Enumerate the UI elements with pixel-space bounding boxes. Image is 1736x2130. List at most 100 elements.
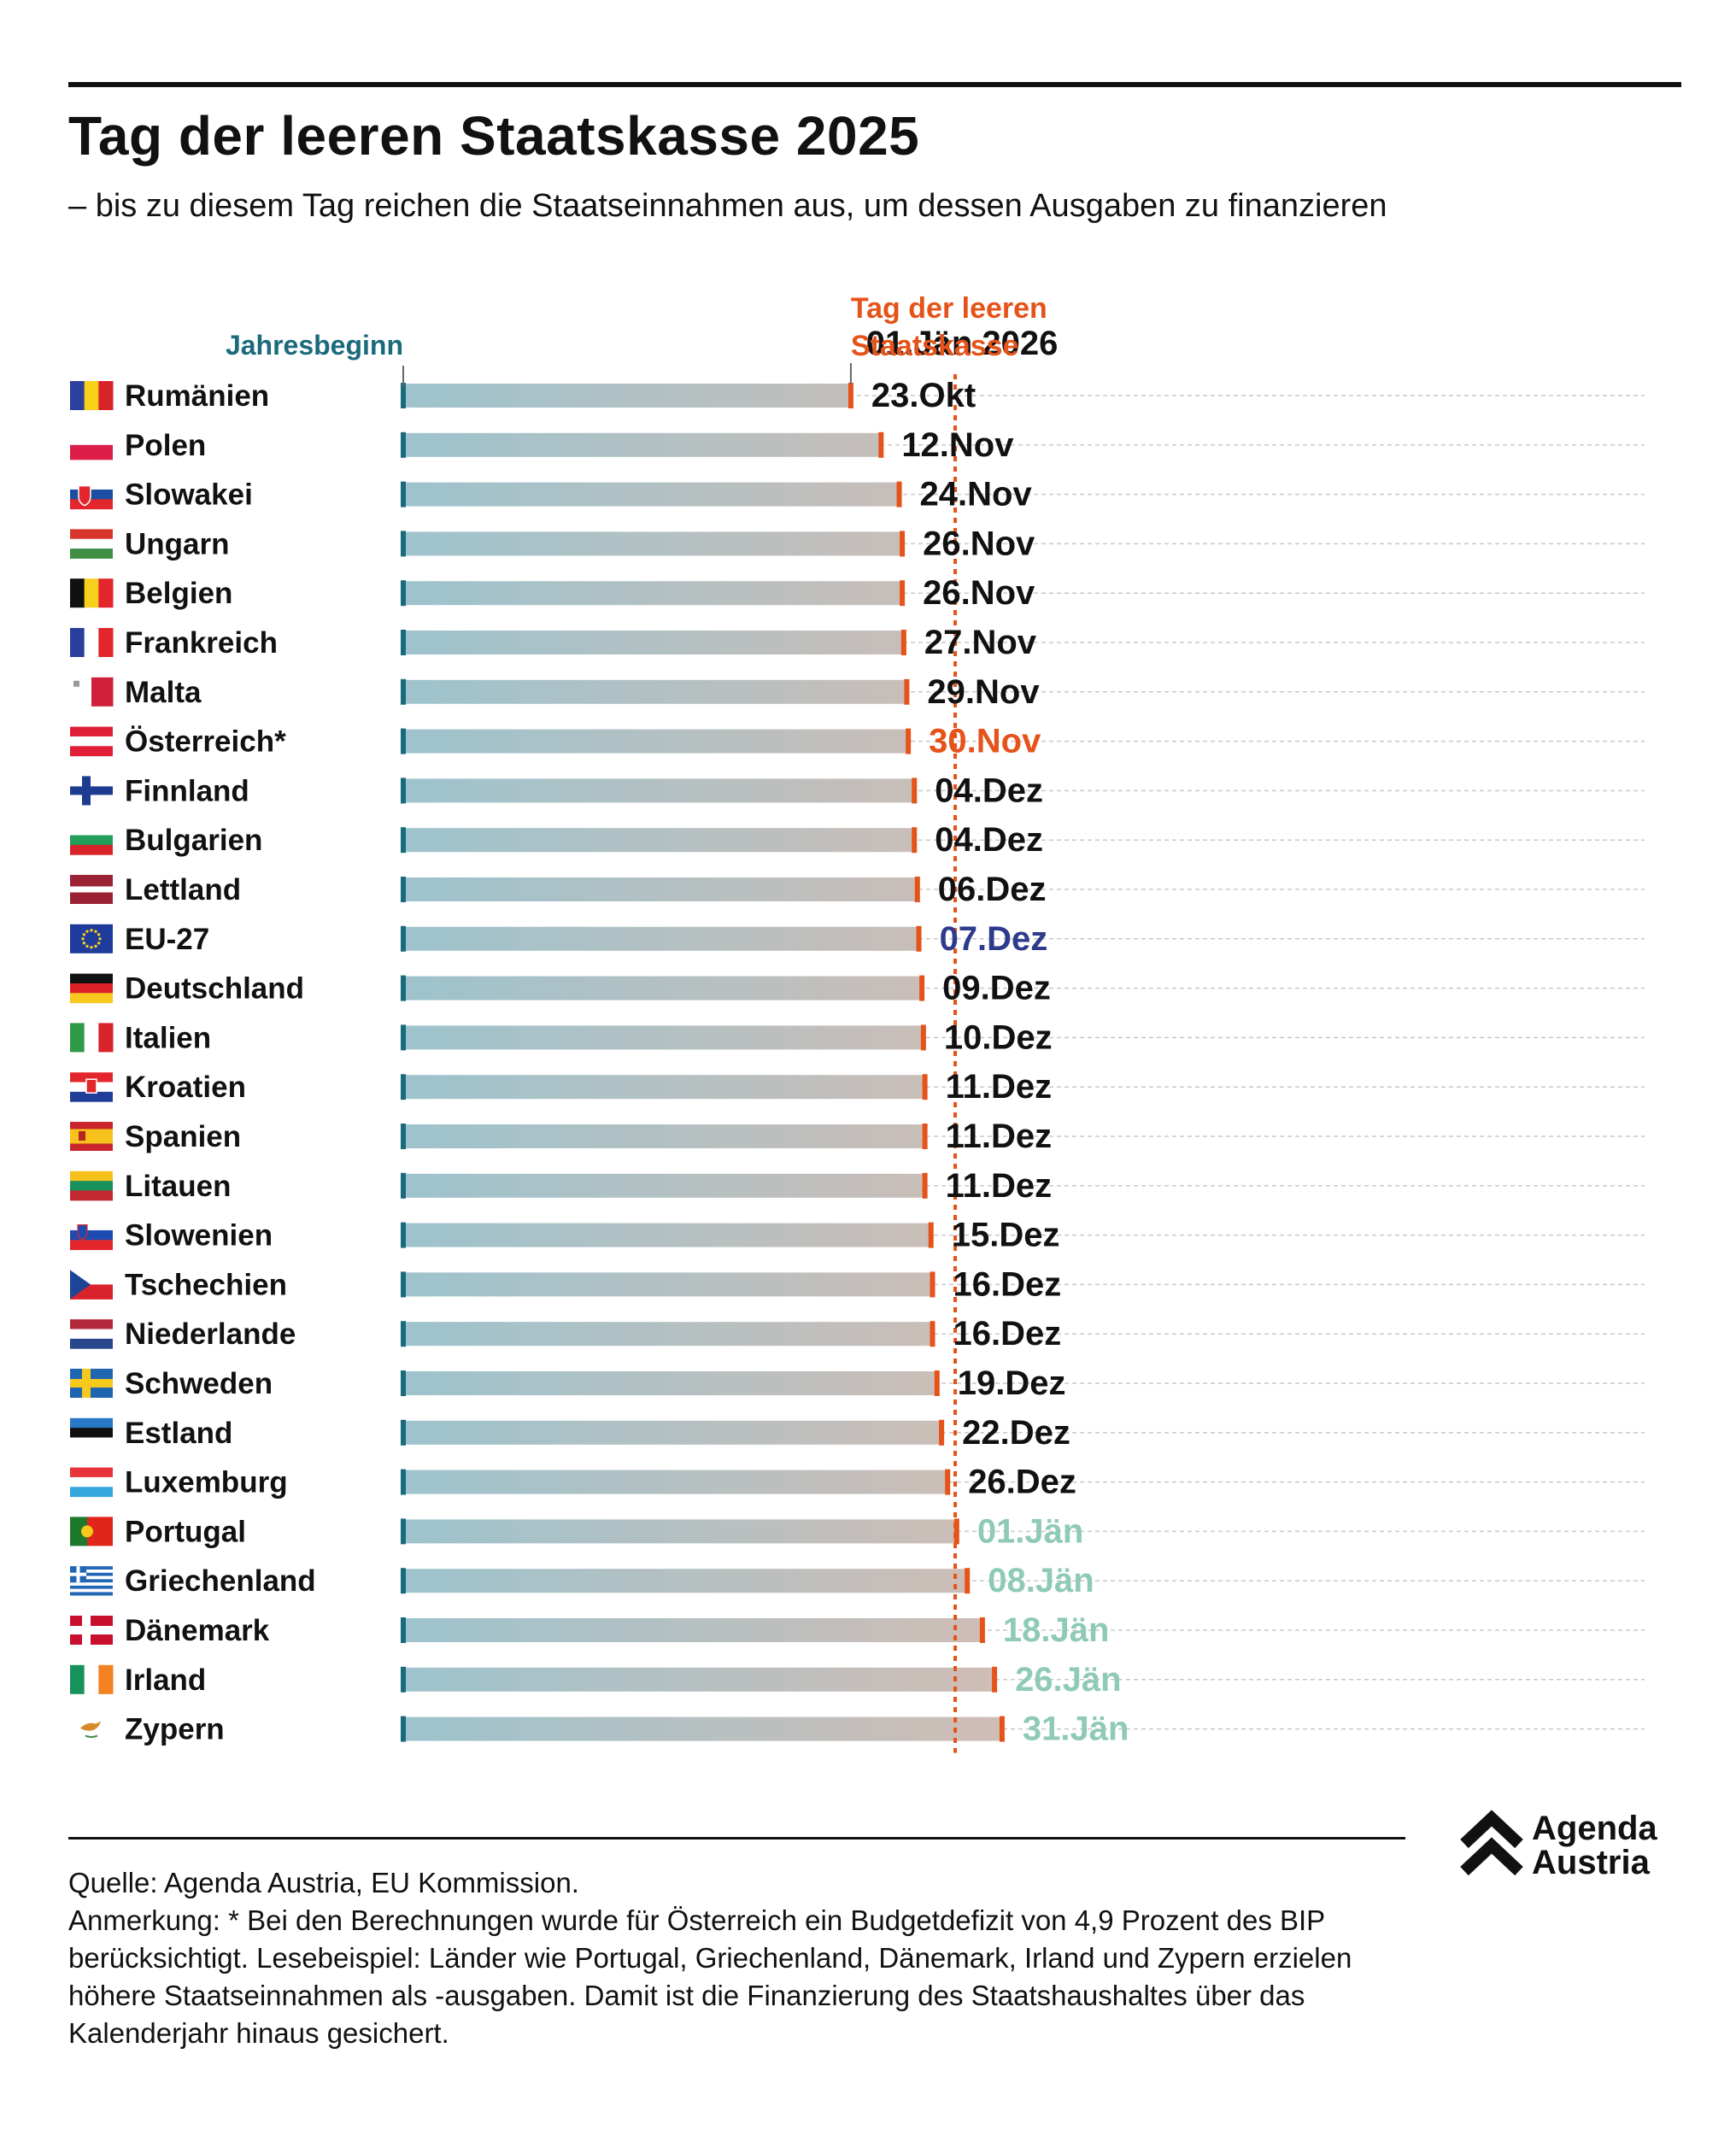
bar — [403, 1618, 982, 1642]
bar — [403, 828, 915, 853]
bar-start-marker — [401, 1716, 406, 1742]
value-label: 18.Jän — [1003, 1611, 1110, 1649]
legend: Jahresbeginn Tag der leeren Staatskasse — [226, 292, 1047, 386]
bar — [403, 1124, 925, 1148]
ireland-flag-icon — [70, 1664, 114, 1694]
greece-flag-icon — [70, 1566, 113, 1596]
finland-flag-icon — [70, 776, 113, 806]
bar-end-marker — [919, 975, 925, 1001]
slovakia-flag-icon — [70, 479, 113, 510]
bar-start-marker — [401, 827, 406, 854]
category-label: Slowenien — [125, 1219, 273, 1253]
value-label: 26.Jän — [1015, 1661, 1122, 1699]
category-label: Griechenland — [125, 1564, 316, 1598]
bar-start-marker — [401, 1617, 406, 1643]
bar-start-marker — [401, 1222, 406, 1248]
bar — [403, 1470, 948, 1494]
bar — [403, 631, 904, 654]
latvia-flag-icon — [70, 875, 113, 904]
bar-start-marker — [401, 1666, 406, 1693]
bar — [403, 877, 918, 901]
bar-end-marker — [922, 1172, 928, 1199]
austria-flag-icon — [70, 726, 113, 757]
bar-start-marker — [401, 728, 406, 754]
chart-title: Tag der leeren Staatskasse 2025 — [68, 105, 920, 167]
logo-text: Agenda Austria — [1532, 1811, 1657, 1880]
category-rows: 23.Okt Rumänien 12.Nov Polen 24.Nov Slowakei 2… — [70, 377, 1129, 1748]
poland-flag-icon — [70, 430, 113, 461]
bar-start-marker — [401, 877, 406, 902]
italy-flag-icon — [70, 1023, 114, 1053]
portugal-flag-icon — [70, 1517, 113, 1546]
legend-start-label: Jahresbeginn — [226, 330, 403, 361]
bar-start-marker — [401, 1419, 406, 1446]
bar-end-marker — [922, 1074, 928, 1100]
bar-end-marker — [916, 925, 922, 952]
category-label: Belgien — [125, 577, 232, 610]
bar-start-marker — [401, 1370, 406, 1396]
logo-line-2: Austria — [1532, 1844, 1650, 1881]
category-label: Polen — [125, 429, 206, 462]
bar-end-marker — [934, 1370, 940, 1396]
france-flag-icon — [70, 628, 114, 657]
bar-start-marker — [401, 1172, 406, 1199]
gridlines — [403, 395, 1645, 1730]
bar-start-marker — [401, 481, 406, 508]
bar — [403, 1272, 933, 1297]
bar-start-marker — [401, 925, 406, 952]
bar-start-marker — [401, 580, 406, 607]
belgium-flag-icon — [70, 578, 114, 608]
croatia-flag-icon — [70, 1072, 113, 1102]
value-label: 01.Jän — [977, 1512, 1084, 1550]
category-label: Deutschland — [125, 972, 304, 1006]
category-label: Zypern — [125, 1713, 225, 1746]
category-label: EU-27 — [125, 923, 209, 956]
bars — [401, 383, 1005, 1742]
category-label: Malta — [125, 676, 202, 709]
romania-flag-icon — [70, 381, 114, 410]
value-label: 15.Dez — [952, 1217, 1060, 1254]
bar-start-marker — [401, 1074, 406, 1100]
category-label: Kroatien — [125, 1071, 246, 1104]
bar-end-marker — [914, 877, 920, 902]
netherlands-flag-icon — [70, 1319, 113, 1349]
bar-end-marker — [953, 1518, 959, 1545]
category-label: Litauen — [125, 1170, 231, 1203]
bar-end-marker — [900, 531, 906, 557]
bar-end-marker — [912, 777, 918, 804]
bar — [403, 1519, 957, 1544]
category-label: Finnland — [125, 774, 249, 807]
bar-start-marker — [401, 1271, 406, 1298]
value-label: 24.Nov — [920, 476, 1033, 513]
value-label: 11.Dez — [946, 1167, 1053, 1205]
bulgaria-flag-icon — [70, 825, 113, 855]
bar-end-marker — [999, 1716, 1005, 1742]
bar-end-marker — [912, 827, 918, 854]
luxembourg-flag-icon — [70, 1467, 113, 1498]
bar — [403, 1569, 968, 1593]
bar-start-marker — [401, 630, 406, 655]
value-label: 04.Dez — [935, 772, 1043, 809]
value-label: 11.Dez — [946, 1068, 1053, 1106]
category-label: Niederlande — [125, 1317, 296, 1351]
bar — [403, 1667, 995, 1692]
bar-end-marker — [900, 580, 906, 607]
bar — [403, 729, 909, 754]
bar — [403, 926, 919, 951]
top-rule — [68, 82, 1681, 87]
value-label: 30.Nov — [929, 723, 1041, 760]
value-label: 26.Nov — [923, 574, 1035, 612]
category-label: Frankreich — [125, 626, 278, 660]
bar — [403, 531, 903, 556]
value-label: 19.Dez — [958, 1364, 1066, 1402]
category-label: Rumänien — [125, 379, 269, 413]
bar-start-marker — [401, 383, 406, 408]
bar — [403, 1322, 933, 1347]
cyprus-flag-icon — [70, 1714, 113, 1744]
bar — [403, 679, 907, 704]
bar-end-marker — [904, 678, 910, 705]
category-label: Tschechien — [125, 1268, 287, 1301]
category-label: Spanien — [125, 1120, 241, 1153]
bar-end-marker — [979, 1617, 985, 1643]
spain-flag-icon — [70, 1122, 113, 1151]
